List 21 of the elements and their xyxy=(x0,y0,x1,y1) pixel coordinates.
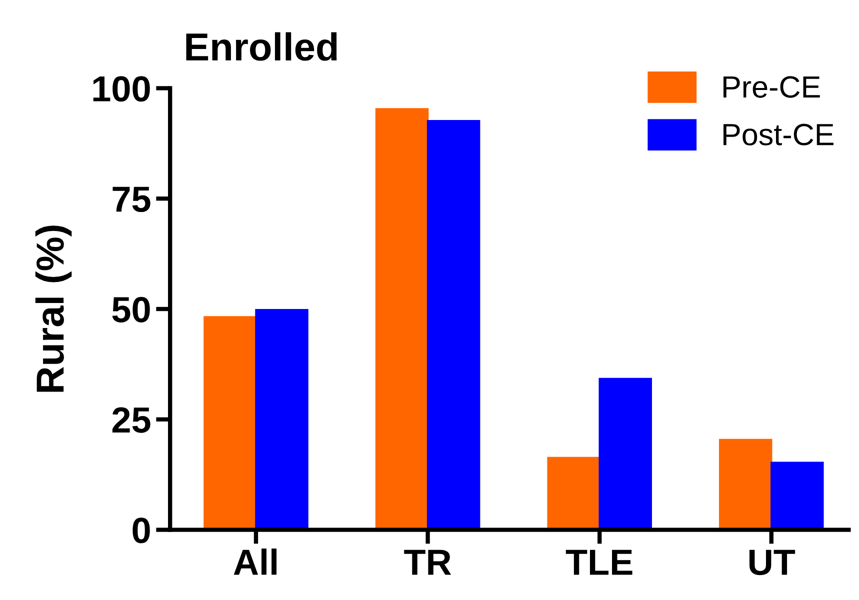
y-axis-title: Rural (%) xyxy=(35,226,72,392)
legend-label: Pre-CE xyxy=(724,76,820,98)
x-tick-label: TLE xyxy=(566,550,632,575)
bar xyxy=(770,462,824,530)
y-tick-label: 0 xyxy=(132,518,150,544)
chart-title: Enrolled xyxy=(186,32,337,61)
y-tick-label: 50 xyxy=(112,296,150,322)
x-tick-label: UT xyxy=(749,550,796,576)
legend-label: Post-CE xyxy=(724,124,834,146)
bar xyxy=(426,120,480,530)
bar xyxy=(375,108,429,530)
y-tick-label: 100 xyxy=(93,76,150,102)
y-tick-label: 75 xyxy=(112,186,150,212)
bar xyxy=(255,309,308,530)
bar xyxy=(204,316,257,530)
bar xyxy=(547,456,600,530)
y-tick-label: 25 xyxy=(112,407,150,433)
bar xyxy=(718,438,772,530)
x-tick-label: All xyxy=(234,548,276,575)
bar xyxy=(598,378,652,530)
x-tick-label: TR xyxy=(404,550,452,575)
